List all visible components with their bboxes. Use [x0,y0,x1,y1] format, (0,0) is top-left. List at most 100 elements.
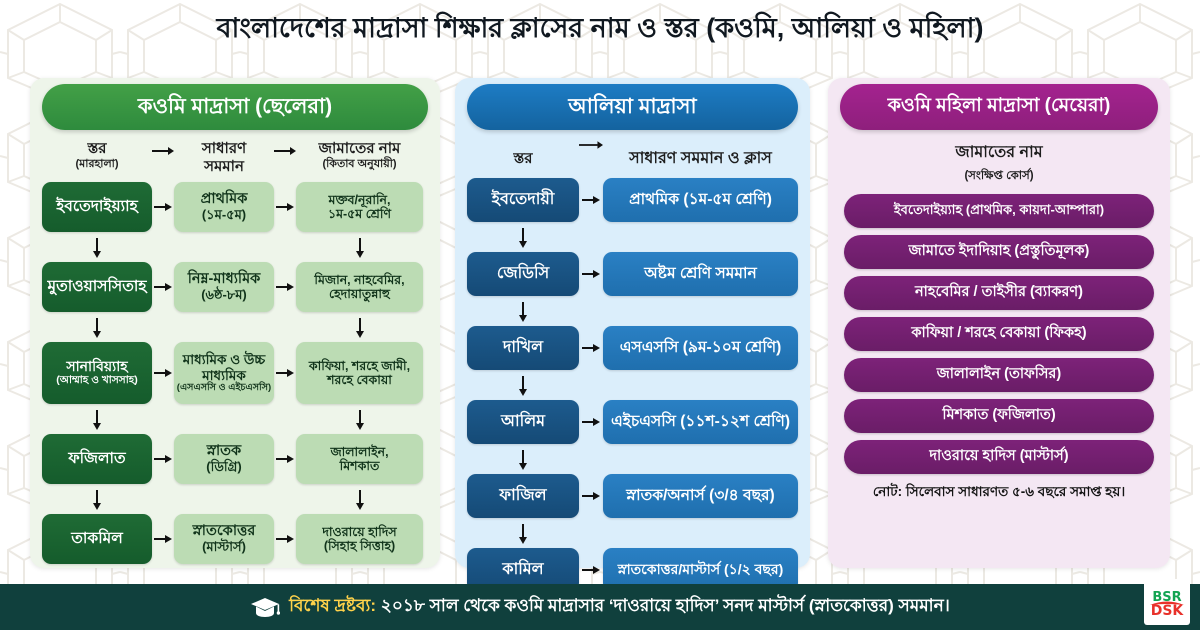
qawmi-legend-level: স্তর (মারহালা) [42,140,152,171]
flow-cell: দাওরায়ে হাদিস (সিহাহ সিত্তাহ) [296,514,423,564]
alia-row-block: জেডিসি অষ্টম শ্রেণি সমমান [467,252,798,322]
alia-arrow-row [467,228,798,248]
flow-cell-line1: ইবতেদাইয়্যাহ [56,198,138,216]
qawmi-arrow-row [42,238,428,258]
flow-cell-line1: ফাজিল [499,486,547,504]
footer-label: বিশেষ দ্রষ্টব্য: [289,596,377,615]
arrow-right-icon [579,269,603,279]
qawmi-row-block: তাকমিল স্নাতকোত্তর (মাস্টার্স) দাওরায়ে হাদ… [42,514,428,564]
flow-cell: মাধ্যমিক ও উচ্চ মাধ্যমিক (এসএসসি ও এইচএসস… [174,342,274,404]
flow-cell: ফজিলাত [42,434,152,484]
flow-cell-line1: অষ্টম শ্রেণি সমমান [644,265,757,283]
page-title: বাংলাদেশের মাদ্রাসা শিক্ষার ক্লাসের নাম … [216,13,984,43]
flow-cell-line1: স্নাতক/অনার্স (৩/৪ বছর) [626,487,775,505]
flow-cell-line1: এইচএসসি (১১শ-১২শ শ্রেণি) [611,413,790,431]
qawmi-row-block: সানাবিয়্যাহ (আম্মাহ ও খাসসাহ) মাধ্যমিক ও … [42,342,428,430]
alia-legend-equivalent: সাধারণ সমমান ও ক্লাস [603,150,798,169]
flow-cell-line1: কামিল [502,560,544,578]
qawmi-arrow-row [42,318,428,338]
flow-cell-line2: (৬ষ্ঠ-৮ম) [201,286,247,302]
flow-cell: কাফিয়া, শরহে জামী, শরহে বেকায়া [296,342,423,404]
footer-body: ২০১৮ সাল থেকে কওমি মাদ্রাসার ‘দাওরায়ে হ… [380,596,950,615]
panel-qawmi-madrasa: কওমি মাদ্রাসা (ছেলেরা) স্তর (মারহালা) সা… [30,78,440,568]
flow-cell-line2: ১ম-৫ম শ্রেণি [327,207,392,221]
flow-cell: তাকমিল [42,514,152,564]
flow-cell: সানাবিয়্যাহ (আম্মাহ ও খাসসাহ) [42,342,152,404]
qawmi-row: ইবতেদাইয়্যাহ প্রাথমিক (১ম-৫ম) মক্তব/নূরানি… [42,182,428,232]
arrow-down-icon [92,410,102,430]
panel-qawmi-header: কওমি মাদ্রাসা (ছেলেরা) [42,84,428,130]
arrow-down-icon [355,238,365,258]
alia-row: জেডিসি অষ্টম শ্রেণি সমমান [467,252,798,296]
flow-cell-line2: (ডিগ্রি) [206,458,242,474]
arrow-down-slot [296,490,423,510]
flow-cell-line2: (সিহাহ সিত্তাহ) [323,539,396,553]
flow-cell-line1: স্নাতকোত্তর [192,523,256,540]
alia-row: ইবতেদায়ী প্রাথমিক (১ম-৫ম শ্রেণি) [467,178,798,222]
alia-legend-equivalent-line1: সাধারণ সমমান ও ক্লাস [629,149,772,167]
flow-cell-line1: দাওরায়ে হাদিস [322,524,397,539]
arrow-right-icon [579,565,603,575]
flow-cell: প্রাথমিক (১ম-৫ম) [174,182,274,232]
flow-cell: অষ্টম শ্রেণি সমমান [603,252,798,296]
flow-cell-line1: নিম্ন-মাধ্যমিক [187,271,261,288]
qawmi-legend-level-line2: (মারহালা) [75,157,119,170]
panel-mohila-header: কওমি মহিলা মাদ্রাসা (মেয়েরা) [840,84,1158,130]
flow-cell-line1: দাখিল [502,338,544,356]
flow-cell-line1: মুতাওয়াসসিতাহ [47,278,147,296]
flow-cell-line1: মক্তব/নূরানি, [328,192,391,207]
arrow-down-slot [467,228,579,248]
alia-row-block: ফাজিল স্নাতক/অনার্স (৩/৪ বছর) [467,474,798,544]
flow-cell-line1: ইবতেদায়ী [491,190,555,208]
alia-arrow-row [467,376,798,396]
flow-cell-line2: (মাস্টার্স) [202,538,246,554]
alia-arrow-row [467,450,798,470]
mohila-legend: জামাতের নাম (সংক্ষিপ্ত কোর্স) [840,139,1158,186]
mohila-item-pill: জামাতে ইদাদিয়াহ (প্রস্তুতিমূলক) [844,235,1154,269]
arrow-right-icon [152,368,174,378]
flow-cell: নিম্ন-মাধ্যমিক (৬ষ্ঠ-৮ম) [174,262,274,312]
mohila-item-pill: কাফিয়া / শরহে বেকায়া (ফিকহ) [844,317,1154,351]
alia-row: দাখিল এসএসসি (৯ম-১০ম শ্রেণি) [467,326,798,370]
alia-row: আলিম এইচএসসি (১১শ-১২শ শ্রেণি) [467,400,798,444]
arrow-down-slot [42,238,152,258]
qawmi-legend-level-line1: স্তর [87,140,107,157]
arrow-down-slot [296,238,423,258]
arrow-right-icon [274,368,296,378]
arrow-down-slot [42,318,152,338]
flow-cell-line2: হেদায়াতুন্নাহু [329,287,390,301]
alia-legend-level: স্তর [467,150,579,168]
mohila-item-pill: মিশকাত (ফজিলাত) [844,399,1154,433]
panel-qawmi-mohila-madrasa: কওমি মহিলা মাদ্রাসা (মেয়েরা) জামাতের না… [828,78,1170,568]
qawmi-legend-equivalent-line2: সমমান [204,157,244,175]
flow-cell-line2: মিশকাত [339,459,380,473]
arrow-down-icon [355,318,365,338]
flow-cell: এসএসসি (৯ম-১০ম শ্রেণি) [603,326,798,370]
flow-cell: স্নাতক/অনার্স (৩/৪ বছর) [603,474,798,518]
qawmi-row: ফজিলাত স্নাতক (ডিগ্রি) জালালাইন, মিশকাত [42,434,428,484]
flow-cell: মক্তব/নূরানি, ১ম-৫ম শ্রেণি [296,182,423,232]
flow-cell-line2: শরহে বেকায়া [327,373,392,387]
flow-cell-line1: মাধ্যমিক ও উচ্চ মাধ্যমিক [182,352,266,383]
flow-cell-line2: (১ম-৫ম) [201,206,247,222]
mohila-item-pill: জালালাইন (তাফসির) [844,358,1154,392]
qawmi-arrow-row [42,410,428,430]
arrow-right-icon [579,343,603,353]
qawmi-row-block: ফজিলাত স্নাতক (ডিগ্রি) জালালাইন, মিশকাত [42,434,428,510]
qawmi-row: মুতাওয়াসসিতাহ নিম্ন-মাধ্যমিক (৬ষ্ঠ-৮ম) মিজ… [42,262,428,312]
arrow-down-slot [467,376,579,396]
flow-cell: এইচএসসি (১১শ-১২শ শ্রেণি) [603,400,798,444]
arrow-right-icon [579,195,603,205]
arrow-right-icon [274,202,296,212]
flow-cell: ফাজিল [467,474,579,518]
arrow-right-icon [579,417,603,427]
arrow-right-icon [274,454,296,464]
flow-cell: মুতাওয়াসসিতাহ [42,262,152,312]
flow-cell: স্নাতক (ডিগ্রি) [174,434,274,484]
arrow-down-icon [518,376,528,396]
arrow-down-icon [518,228,528,248]
arrow-down-icon [518,450,528,470]
qawmi-row-block: মুতাওয়াসসিতাহ নিম্ন-মাধ্যমিক (৬ষ্ঠ-৮ম) মিজ… [42,262,428,338]
mohila-legend-line2: (সংক্ষিপ্ত কোর্স) [964,170,1034,182]
flow-cell: ইবতেদাইয়্যাহ [42,182,152,232]
